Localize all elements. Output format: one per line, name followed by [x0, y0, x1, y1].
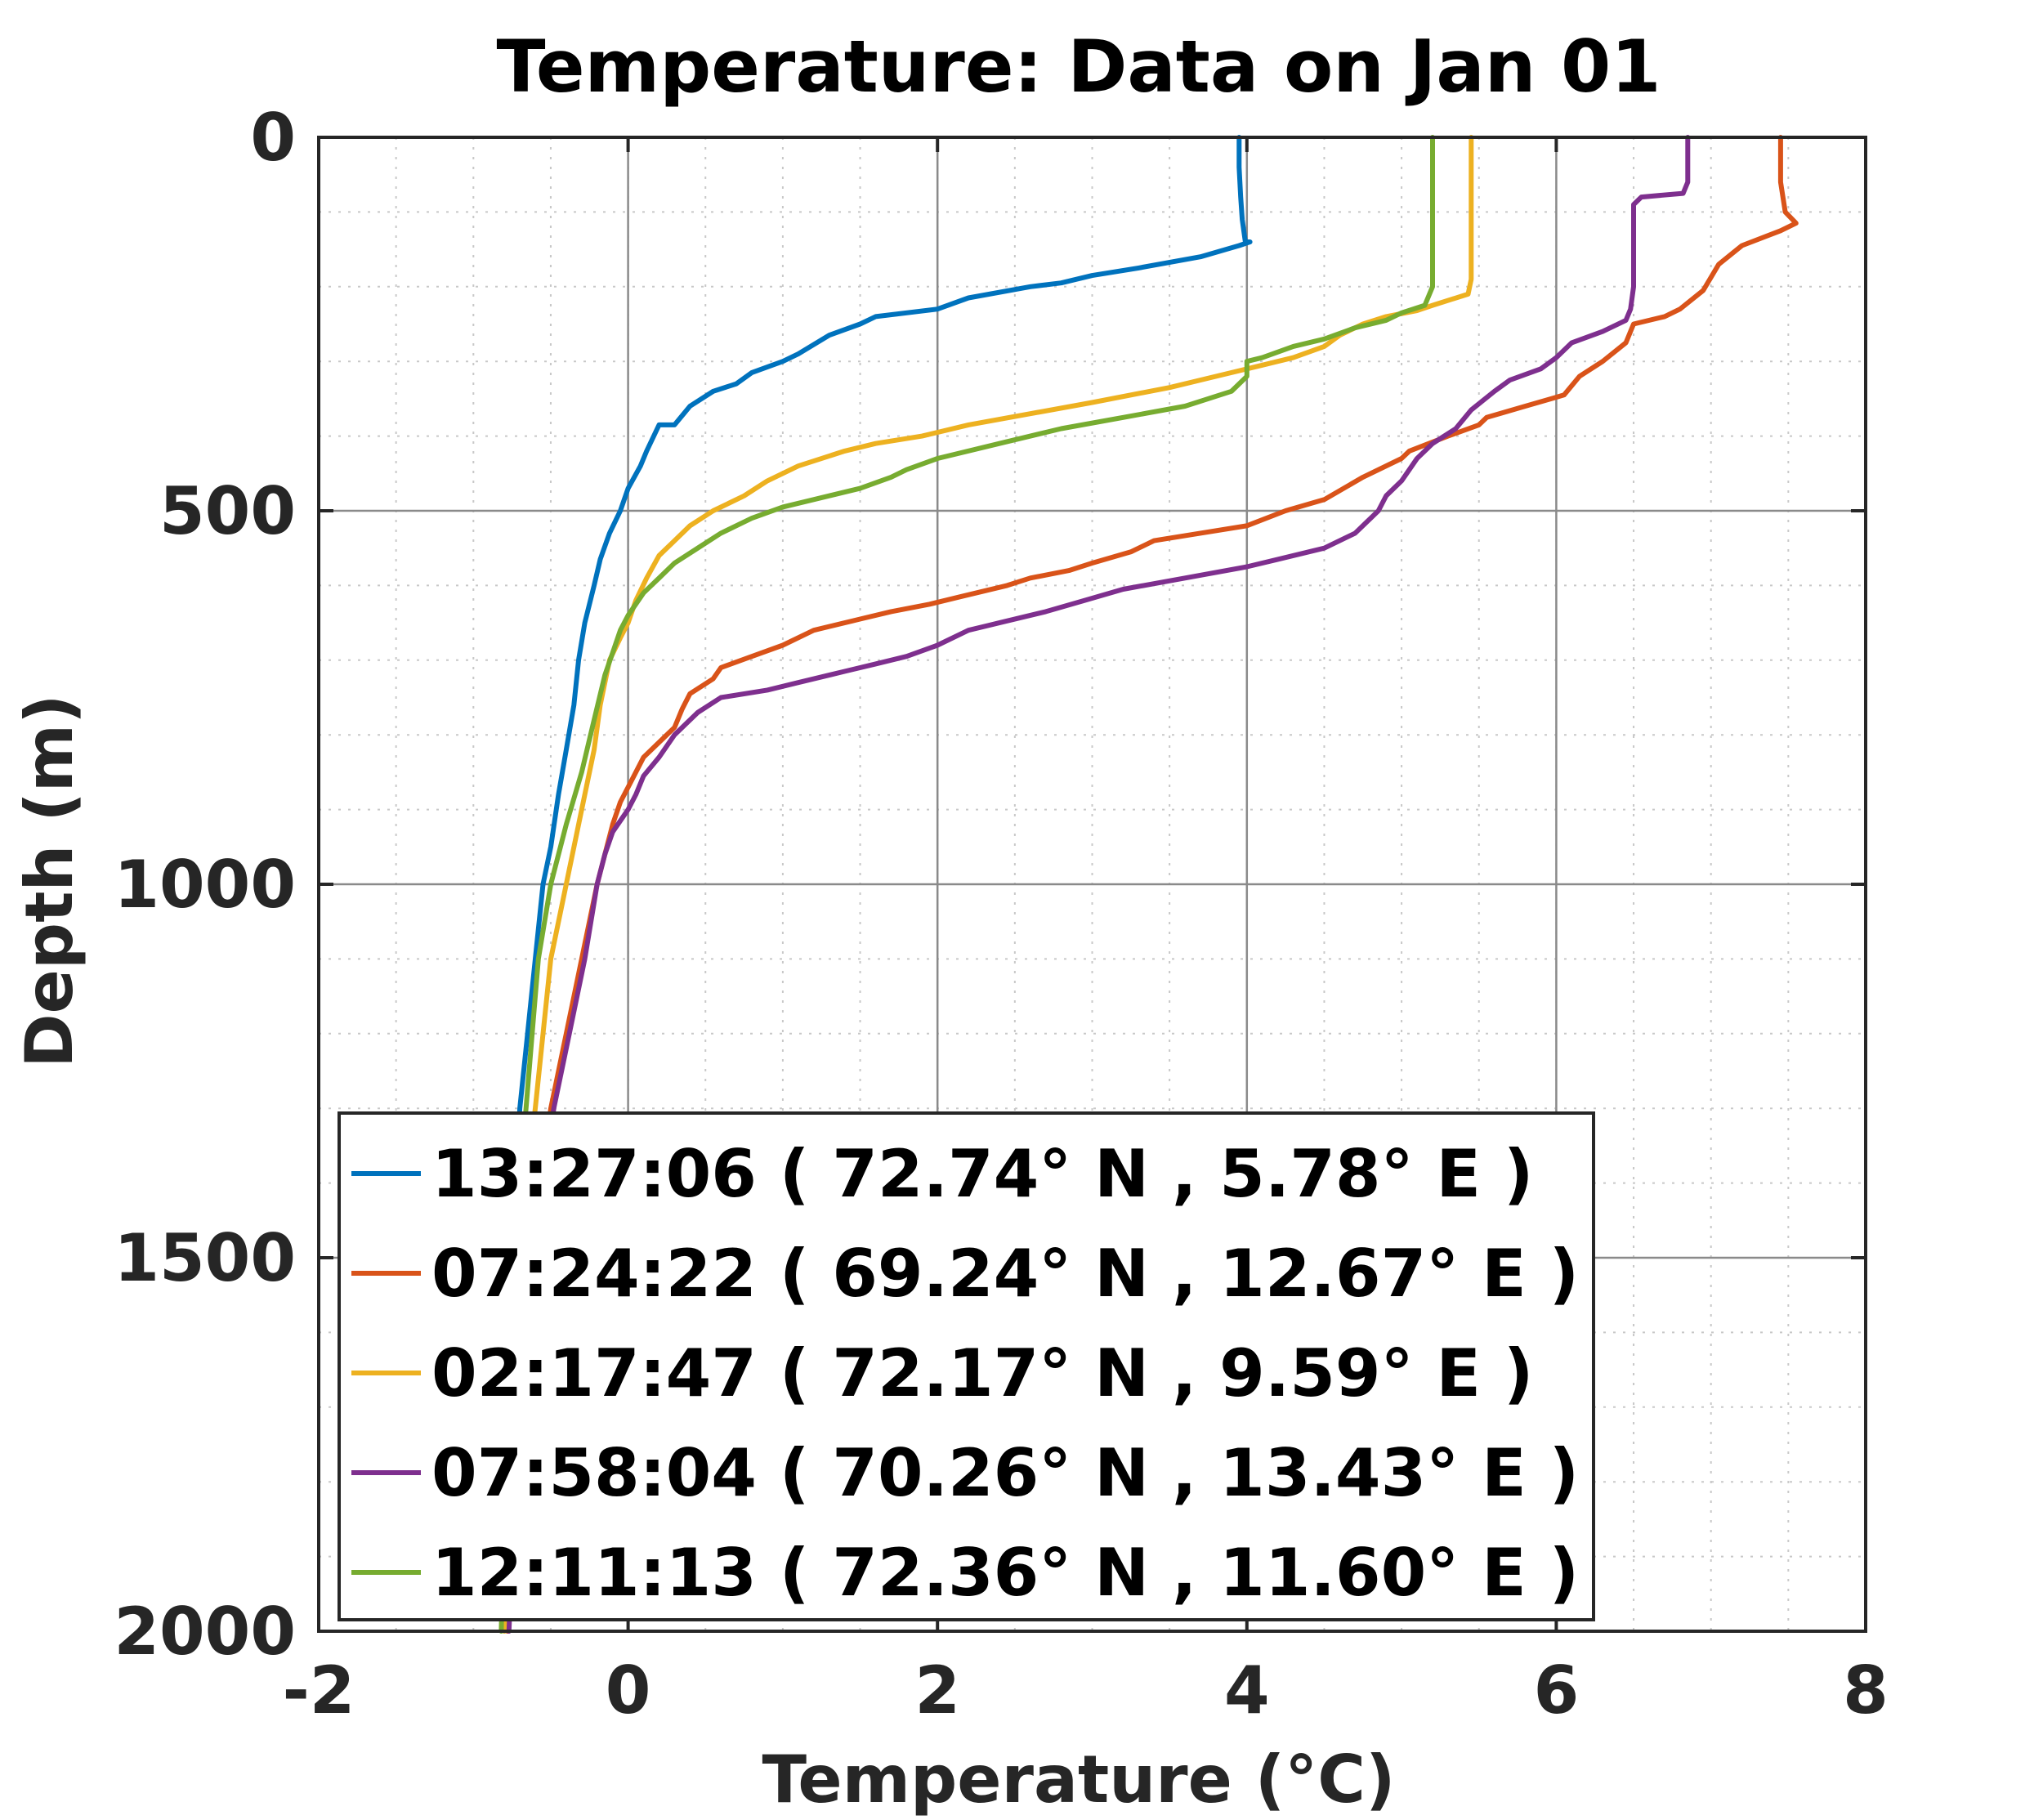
y-tick-label: 1500 — [114, 1220, 296, 1296]
legend-label-5: 12:11:13 ( 72.36° N , 11.60° E ) — [431, 1535, 1579, 1611]
x-tick-label: 8 — [1843, 1652, 1889, 1728]
chart-title: Temperature: Data on Jan 01 — [497, 25, 1661, 109]
y-tick-label: 2000 — [114, 1594, 296, 1670]
series-line-2 — [504, 135, 1799, 1634]
x-tick-label: 0 — [606, 1652, 651, 1728]
x-axis-label: Temperature (°C) — [762, 1742, 1395, 1816]
x-tick-label: 4 — [1224, 1652, 1270, 1728]
x-tick-label: 6 — [1534, 1652, 1580, 1728]
y-tick-label: 500 — [159, 473, 296, 549]
y-axis-label: Depth (m) — [11, 694, 87, 1067]
legend-label-2: 07:24:22 ( 69.24° N , 12.67° E ) — [431, 1236, 1579, 1312]
x-tick-label: 2 — [914, 1652, 960, 1728]
legend-box — [338, 1111, 1595, 1621]
x-tick-label: -2 — [283, 1652, 355, 1728]
legend: 13:27:06 ( 72.74° N , 5.78° E ) 07:24:22 … — [338, 1111, 1595, 1621]
series-line-5 — [498, 135, 1435, 1634]
y-tick-label: 0 — [250, 100, 296, 176]
legend-label-4: 07:58:04 ( 70.26° N , 13.43° E ) — [431, 1435, 1579, 1511]
legend-label-3: 02:17:47 ( 72.17° N , 9.59° E ) — [431, 1335, 1533, 1411]
legend-label-1: 13:27:06 ( 72.74° N , 5.78° E ) — [431, 1136, 1533, 1212]
y-tick-label: 1000 — [114, 847, 296, 923]
series-line-4 — [506, 135, 1691, 1634]
series-line-1 — [502, 135, 1253, 1634]
